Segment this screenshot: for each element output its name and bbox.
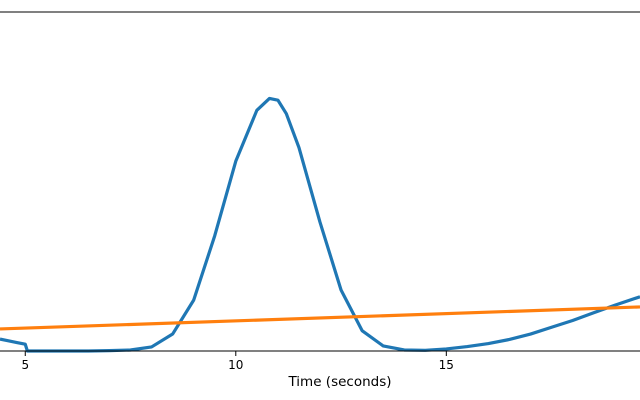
series-line-1 (0, 96, 640, 353)
x-axis-label: Time (seconds) (287, 374, 391, 390)
series-line-2 (0, 305, 640, 331)
x-tick-label: 15 (439, 358, 454, 372)
x-tick-label: 10 (228, 358, 243, 372)
x-axis-ticks: 5 10 15 (21, 351, 454, 372)
x-tick-label: 5 (21, 358, 29, 372)
series-layer (0, 96, 640, 353)
